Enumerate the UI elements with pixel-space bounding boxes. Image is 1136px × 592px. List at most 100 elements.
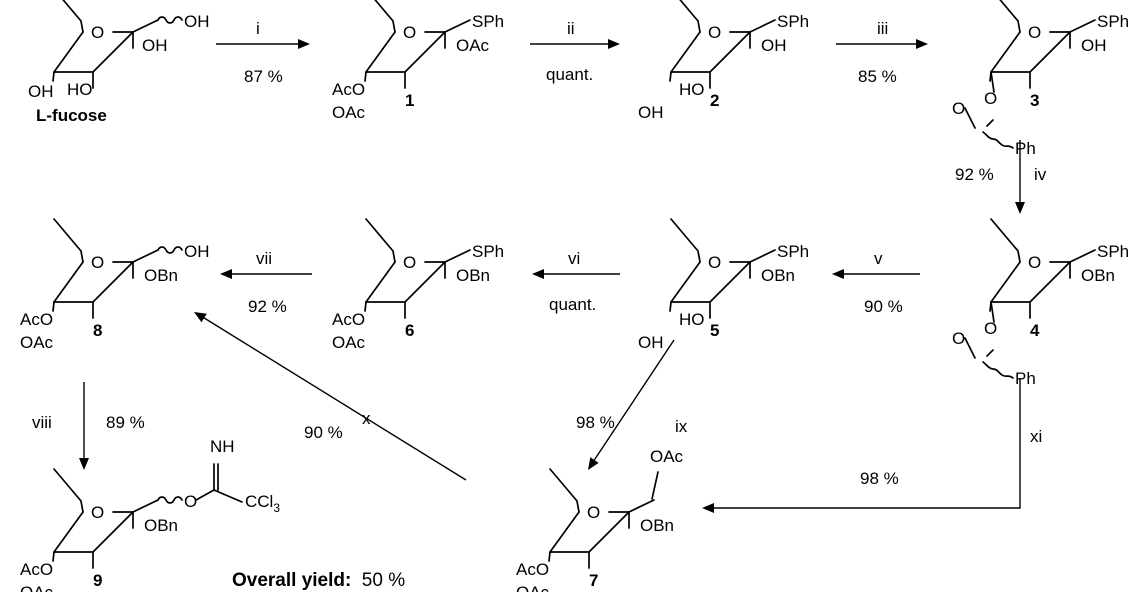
substituent: SPh <box>472 242 504 261</box>
compound-number: 4 <box>1030 321 1040 340</box>
step-yield: 92 % <box>955 165 994 184</box>
substituent: Ph <box>1015 369 1036 388</box>
substituent: OH <box>184 12 210 31</box>
step-yield: quant. <box>546 65 593 84</box>
step-label: iv <box>1034 165 1047 184</box>
compound-number: 5 <box>710 321 719 340</box>
compound-5: O SPh OBn HO OH 5 <box>638 218 809 352</box>
step-label: xi <box>1030 427 1042 446</box>
substituent: SPh <box>777 12 809 31</box>
overall-yield: Overall yield: 50 % <box>232 570 405 591</box>
reaction-arrow-i: i 87 % <box>216 19 310 86</box>
compound-1: O SPh OAc AcO OAc 1 <box>332 0 504 122</box>
substituent: OH <box>761 36 787 55</box>
substituent: OH <box>638 103 664 122</box>
reaction-arrow-iii: iii 85 % <box>836 19 928 86</box>
substituent: OAc <box>332 103 366 122</box>
svg-text:O: O <box>91 253 104 272</box>
substituent: O <box>952 329 965 348</box>
compound-name: L-fucose <box>36 106 107 125</box>
substituent: O <box>984 89 997 108</box>
substituent: NH <box>210 437 235 456</box>
substituent: OBn <box>640 516 674 535</box>
reaction-arrow-vii: vii 92 % <box>220 249 312 316</box>
substituent: SPh <box>472 12 504 31</box>
svg-text:O: O <box>403 253 416 272</box>
compound-number: 3 <box>1030 91 1039 110</box>
compound-number: 1 <box>405 91 414 110</box>
step-yield: 98 % <box>860 469 899 488</box>
step-label: v <box>874 249 883 268</box>
step-yield: 87 % <box>244 67 283 86</box>
step-yield: 90 % <box>864 297 903 316</box>
substituent: O <box>952 99 965 118</box>
substituent: AcO <box>332 310 365 329</box>
step-yield: 98 % <box>576 413 615 432</box>
svg-text:O: O <box>1028 253 1041 272</box>
substituent: OH <box>28 82 54 101</box>
substituent: HO <box>679 310 705 329</box>
reaction-arrow-x: x 90 % <box>194 312 467 481</box>
substituent: OBn <box>761 266 795 285</box>
step-label: vi <box>568 249 580 268</box>
substituent: OAc <box>650 447 684 466</box>
compound-l-fucose: O OH OH HO OH L-fucose <box>28 0 210 125</box>
compound-number: 8 <box>93 321 102 340</box>
substituent: OAc <box>20 583 54 592</box>
substituent: OBn <box>144 266 178 285</box>
reaction-arrow-v: v 90 % <box>832 249 920 316</box>
substituent: HO <box>67 80 93 99</box>
step-label: ix <box>675 417 688 436</box>
step-yield: 85 % <box>858 67 897 86</box>
reaction-arrow-viii: viii 89 % <box>32 382 145 470</box>
overall-yield-label: Overall yield: <box>232 570 351 591</box>
substituent: AcO <box>332 80 365 99</box>
compound-7: O OAc OBn AcO OAc 7 <box>516 447 684 592</box>
svg-text:Overall yield: 50 %: Overall yield: 50 % <box>232 570 405 591</box>
step-label: x <box>362 409 371 428</box>
substituent: OBn <box>456 266 490 285</box>
step-yield: quant. <box>549 295 596 314</box>
substituent: OAc <box>20 333 54 352</box>
svg-text:O: O <box>1028 23 1041 42</box>
step-label: iii <box>877 19 888 38</box>
compound-4: O SPh OBn O O Ph 4 <box>952 218 1129 388</box>
substituent: CCl3 <box>245 492 280 515</box>
substituent: OH <box>142 36 168 55</box>
step-label: ii <box>567 19 575 38</box>
compound-number: 6 <box>405 321 414 340</box>
svg-text:O: O <box>587 503 600 522</box>
compound-6: O SPh OBn AcO OAc 6 <box>332 218 504 352</box>
step-yield: 90 % <box>304 423 343 442</box>
substituent: OH <box>184 242 210 261</box>
svg-text:O: O <box>708 23 721 42</box>
substituent: OH <box>1081 36 1107 55</box>
substituent: O <box>184 492 197 511</box>
substituent: OAc <box>332 333 366 352</box>
compound-8: O OH OBn AcO OAc 8 <box>20 218 210 352</box>
reaction-arrow-vi: vi quant. <box>532 249 620 314</box>
compound-number: 7 <box>589 571 598 590</box>
reaction-arrow-ix: ix 98 % <box>576 339 688 470</box>
svg-text:O: O <box>708 253 721 272</box>
compound-3: O SPh OH O O Ph 3 <box>952 0 1129 158</box>
reaction-arrow-xi: xi 98 % <box>702 378 1042 513</box>
step-yield: 92 % <box>248 297 287 316</box>
step-label: viii <box>32 413 52 432</box>
substituent: SPh <box>1097 12 1129 31</box>
compound-number: 2 <box>710 91 719 110</box>
compound-number: 9 <box>93 571 102 590</box>
substituent: AcO <box>20 560 53 579</box>
overall-yield-value: 50 % <box>362 570 405 591</box>
reaction-arrow-iv: iv 92 % <box>955 140 1047 214</box>
substituent: OAc <box>456 36 490 55</box>
compound-9: O O NH CCl3 OBn AcO OAc 9 <box>20 437 280 592</box>
substituent: OAc <box>516 583 550 592</box>
svg-text:O: O <box>91 23 104 42</box>
substituent: SPh <box>1097 242 1129 261</box>
compound-2: O SPh OH HO OH 2 <box>638 0 809 122</box>
step-label: vii <box>256 249 272 268</box>
substituent: SPh <box>777 242 809 261</box>
substituent: AcO <box>20 310 53 329</box>
svg-text:O: O <box>403 23 416 42</box>
